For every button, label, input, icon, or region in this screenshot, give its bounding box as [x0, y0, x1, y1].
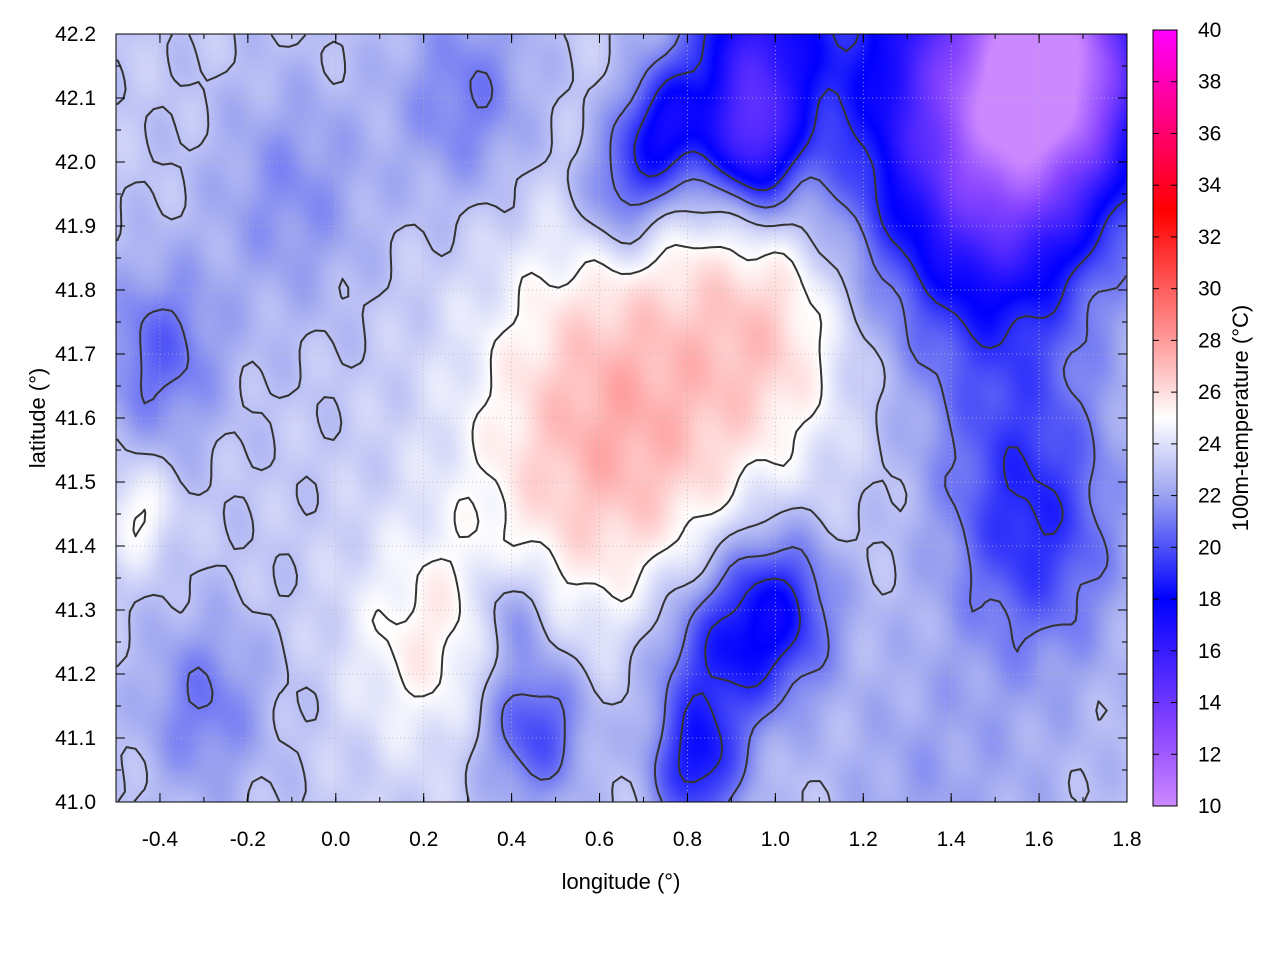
colorbar-tick-label: 32 [1198, 226, 1221, 249]
x-tick-label: 0.6 [585, 828, 614, 851]
colorbar-tick-label: 22 [1198, 485, 1221, 508]
x-tick-label: -0.2 [230, 828, 266, 851]
x-tick-label: 0.2 [409, 828, 438, 851]
colorbar-tick-label: 30 [1198, 278, 1221, 301]
contour-lines [116, 34, 1127, 802]
x-tick-label: 1.0 [761, 828, 790, 851]
colorbar-tick-label: 38 [1198, 71, 1221, 94]
x-tick-label: 1.8 [1112, 828, 1141, 851]
y-tick-label: 41.7 [55, 343, 96, 366]
colorbar-tick-label: 12 [1198, 743, 1221, 766]
grid-lines [116, 34, 1127, 802]
y-tick-label: 41.0 [55, 791, 96, 814]
colorbar-tick-label: 20 [1198, 536, 1221, 559]
y-tick-label: 41.4 [55, 535, 96, 558]
contour-line [139, 34, 1127, 802]
y-tick-label: 41.8 [55, 279, 96, 302]
colorbar-tick-label: 24 [1198, 433, 1222, 456]
y-tick-label: 41.2 [55, 663, 96, 686]
x-tick-label: 0.4 [497, 828, 527, 851]
colorbar [1152, 29, 1178, 807]
colorbar-tick-label: 10 [1198, 795, 1221, 818]
x-tick-label: -0.4 [142, 828, 179, 851]
x-tick-label: 1.2 [849, 828, 878, 851]
colorbar-tick-label: 18 [1198, 588, 1221, 611]
x-tick-label: 1.6 [1024, 828, 1053, 851]
colorbar-label: 100m-temperature (°C) [1228, 305, 1253, 531]
y-axis-label: latitude (°) [25, 368, 50, 469]
x-axis-label: longitude (°) [562, 869, 681, 894]
x-axis-ticks: -0.4 -0.2 0.0 0.2 0.4 0.6 0.8 1.0 1.2 1.4 1.6 1.8 [115, 34, 1142, 851]
plot-area [116, 34, 1127, 802]
y-tick-label: 41.3 [55, 599, 96, 622]
y-tick-label: 41.5 [55, 471, 96, 494]
colorbar-tick-label: 36 [1198, 122, 1221, 145]
y-tick-label: 42.0 [55, 151, 96, 174]
contour-line [633, 34, 1127, 784]
colorbar-tick-label: 34 [1198, 174, 1222, 197]
colorbar-tick-label: 28 [1198, 329, 1221, 352]
y-tick-label: 41.6 [55, 407, 96, 430]
temperature-heatmap [116, 34, 1127, 802]
colorbar-ticks: 10 12 14 16 18 20 22 24 26 28 30 32 34 36 38 40 [1153, 19, 1222, 818]
colorbar-tick-label: 26 [1198, 381, 1221, 404]
y-tick-label: 41.1 [55, 727, 96, 750]
contour-line [116, 34, 1108, 802]
colorbar-tick-label: 16 [1198, 640, 1221, 663]
y-tick-label: 41.9 [55, 215, 96, 238]
x-tick-label: 1.4 [937, 828, 967, 851]
x-tick-label: 0.0 [321, 828, 350, 851]
y-axis-ticks: 41.0 41.1 41.2 41.3 41.4 41.5 41.6 41.7 41.8 41.9… [55, 23, 1127, 814]
y-tick-label: 42.2 [55, 23, 96, 46]
x-tick-label: 0.8 [673, 828, 702, 851]
colorbar-tick-label: 40 [1198, 19, 1221, 42]
contour-line [132, 243, 823, 698]
y-tick-label: 42.1 [55, 87, 96, 110]
colorbar-tick-label: 14 [1198, 692, 1222, 715]
